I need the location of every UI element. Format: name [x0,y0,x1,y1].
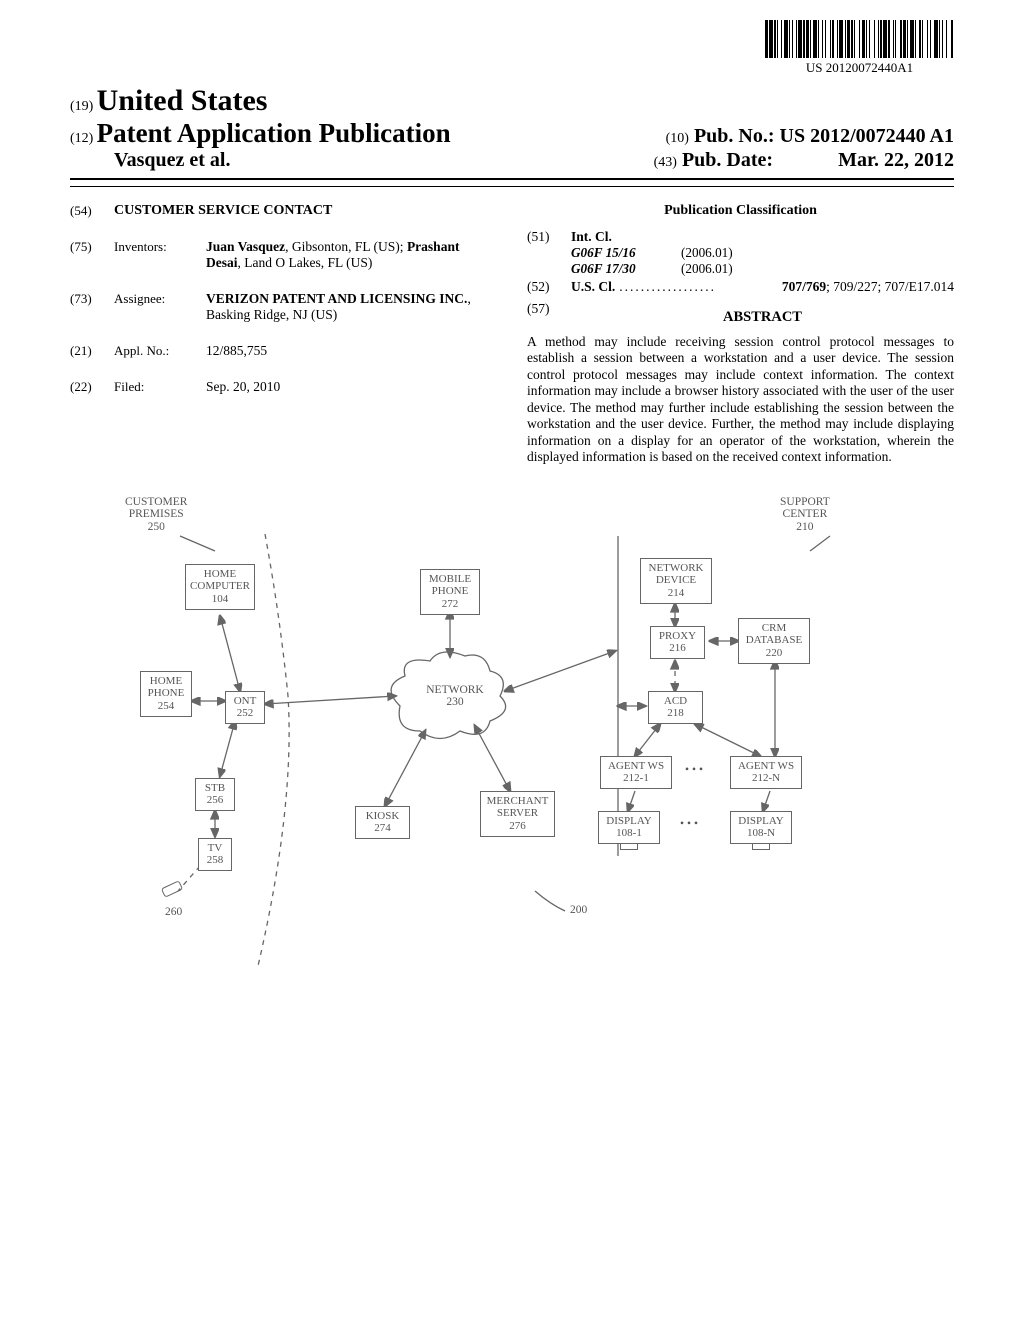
label-support-center: SUPPORT CENTER 210 [780,496,830,534]
inventors-value: Juan Vasquez, Gibsonton, FL (US); Prasha… [206,239,497,271]
dots-display: ••• [680,818,701,831]
box-agent-ws-n: AGENT WS 212-N [730,756,802,789]
inventors-label: Inventors: [114,239,206,271]
uscl-dots: .................. [615,279,782,295]
country-name: United States [97,84,268,117]
box-stb: STB 256 [195,778,235,811]
header-block: (19) United States (12) Patent Applicati… [70,84,954,172]
filed-value: Sep. 20, 2010 [206,379,497,395]
abstract-code: (57) [527,301,571,334]
pubdate-label: Pub. Date: [682,149,773,171]
barcode: US 20120072440A1 [765,20,954,76]
box-home-computer: HOME COMPUTER 104 [185,564,255,610]
box-network-device: NETWORK DEVICE 214 [640,558,712,604]
abstract-text: A method may include receiving session c… [527,334,954,466]
abstract-heading: ABSTRACT [571,309,954,326]
box-ont: ONT 252 [225,691,265,724]
figure-1: CUSTOMER PREMISES 250 SUPPORT CENTER 210… [70,496,954,996]
divider-thick [70,178,954,180]
assignee-label: Assignee: [114,291,206,323]
barcode-region: US 20120072440A1 [70,20,954,76]
box-home-phone: HOME PHONE 254 [140,671,192,717]
dots-agent: ••• [685,764,706,777]
box-proxy: PROXY 216 [650,626,705,659]
right-column: Publication Classification (51) Int. Cl.… [527,203,954,466]
box-mobile-phone: MOBILE PHONE 272 [420,569,480,615]
appl-value: 12/885,755 [206,343,497,359]
box-crm-database: CRM DATABASE 220 [738,618,810,664]
pubdate-value: Mar. 22, 2012 [838,149,954,171]
filed-label: Filed: [114,379,206,395]
intcl-label: Int. Cl. [571,229,641,245]
box-tv: TV 258 [198,838,232,871]
box-agent-ws-1: AGENT WS 212-1 [600,756,672,789]
box-merchant-server: MERCHANT SERVER 276 [480,791,555,837]
display-stand-1 [620,844,638,850]
pubno-label: Pub. No.: [694,125,775,147]
pub-type-code: (12) [70,131,93,146]
label-network: NETWORK 230 [420,684,490,709]
pubdate-code: (43) [654,155,677,170]
uscl-label: U.S. Cl. [571,279,615,295]
pubno-value: US 2012/0072440 A1 [780,125,954,147]
uscl-values: 707/769; 709/227; 707/E17.014 [782,279,954,295]
label-customer-premises: CUSTOMER PREMISES 250 [125,496,187,534]
left-column: (54) CUSTOMER SERVICE CONTACT (75) Inven… [70,203,497,466]
display-stand-n [752,844,770,850]
filed-code: (22) [70,379,114,395]
appl-code: (21) [70,343,114,359]
uscl-code: (52) [527,279,571,295]
box-kiosk: KIOSK 274 [355,806,410,839]
label-ref-200: 200 [570,904,587,917]
label-remote: 260 [165,906,182,919]
box-acd: ACD 218 [648,691,703,724]
classification-heading: Publication Classification [527,203,954,219]
box-display-n: DISPLAY 108-N [730,811,792,844]
barcode-lines [765,20,954,58]
assignee-value: VERIZON PATENT AND LICENSING INC., Baski… [206,291,497,323]
pubno-code: (10) [666,131,689,146]
title-code: (54) [70,203,114,219]
divider-thin [70,186,954,187]
box-display-1: DISPLAY 108-1 [598,811,660,844]
appl-label: Appl. No.: [114,343,206,359]
intcl-row-1: G06F 17/30 (2006.01) [571,261,954,277]
country-code: (19) [70,99,93,114]
intcl-code: (51) [527,229,571,245]
intcl-row-0: G06F 15/16 (2006.01) [571,245,954,261]
invention-title: CUSTOMER SERVICE CONTACT [114,203,332,219]
authors: Vasquez et al. [114,149,230,172]
assignee-code: (73) [70,291,114,323]
barcode-text: US 20120072440A1 [765,60,954,76]
inventors-code: (75) [70,239,114,271]
pub-type: Patent Application Publication [97,118,451,148]
biblio-columns: (54) CUSTOMER SERVICE CONTACT (75) Inven… [70,203,954,466]
